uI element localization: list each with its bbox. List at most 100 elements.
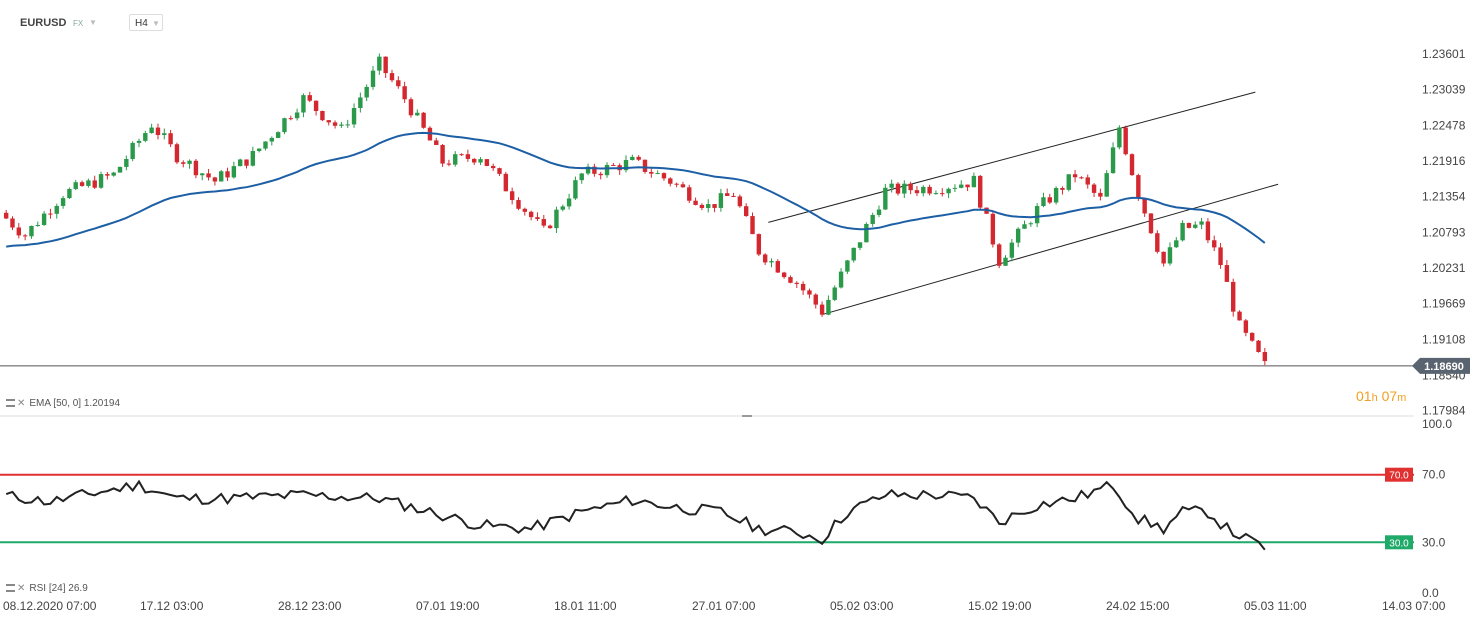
- candle: [1003, 255, 1008, 266]
- time-tick-label: 08.12.2020 07:00: [3, 599, 97, 613]
- price-tick-label: 1.19108: [1422, 332, 1466, 346]
- candle: [908, 181, 913, 195]
- candle: [952, 184, 958, 193]
- candle: [1249, 332, 1255, 342]
- candle: [1186, 222, 1192, 229]
- candle: [921, 185, 926, 197]
- candle: [73, 179, 78, 191]
- candle: [326, 120, 331, 126]
- candle: [857, 242, 863, 251]
- candle: [1205, 218, 1211, 244]
- candle: [168, 129, 173, 148]
- candle: [396, 76, 401, 89]
- candle: [453, 151, 458, 167]
- candle: [256, 148, 262, 153]
- candle: [813, 293, 818, 309]
- timeframe-value: H4: [135, 18, 148, 29]
- settings-icon[interactable]: [6, 584, 15, 593]
- candle: [1262, 347, 1268, 366]
- candle: [225, 167, 230, 181]
- candle: [1047, 193, 1052, 205]
- candle: [130, 141, 135, 162]
- time-tick-label: 14.03 07:00: [1382, 599, 1446, 613]
- candle: [320, 110, 325, 122]
- rsi-indicator-label[interactable]: ✕ RSI [24] 26.9: [6, 583, 88, 594]
- candle: [35, 221, 40, 227]
- candle: [1066, 174, 1071, 192]
- candle: [516, 197, 521, 211]
- candle: [244, 159, 249, 169]
- candle: [1161, 251, 1166, 267]
- candle: [592, 163, 597, 177]
- candle: [737, 194, 743, 208]
- candle: [781, 271, 787, 279]
- candle: [313, 100, 319, 116]
- close-icon[interactable]: ✕: [17, 398, 26, 409]
- candle: [60, 195, 66, 209]
- chevron-down-icon[interactable]: ▼: [152, 19, 160, 28]
- candle: [819, 301, 825, 317]
- candle: [440, 144, 445, 167]
- candle: [674, 182, 679, 188]
- trend-channel[interactable]: [768, 91, 1279, 315]
- candle: [219, 169, 224, 182]
- candle: [459, 153, 464, 156]
- candle: [649, 166, 654, 178]
- candle: [1136, 173, 1141, 201]
- candle: [1034, 203, 1040, 228]
- candle: [1237, 310, 1242, 321]
- ema-indicator-label[interactable]: ✕ EMA [50, 0] 1.20194: [6, 398, 120, 409]
- candle: [22, 233, 28, 241]
- candle: [1174, 237, 1179, 248]
- candle: [503, 171, 509, 192]
- time-tick-label: 15.02 19:00: [968, 599, 1032, 613]
- candle: [1009, 239, 1015, 262]
- candle: [1028, 221, 1034, 227]
- candle: [1224, 260, 1230, 282]
- candle: [1079, 176, 1084, 180]
- candle: [554, 206, 559, 234]
- symbol-name[interactable]: EURUSD: [20, 17, 67, 29]
- candle: [1072, 170, 1078, 183]
- rsi-axis: 100.0 70.0 30.0 0.0: [1422, 417, 1452, 600]
- candle: [149, 123, 154, 134]
- candle: [1085, 174, 1090, 189]
- candle: [996, 243, 1002, 269]
- candle: [288, 115, 293, 121]
- candle: [124, 155, 129, 171]
- candle: [611, 162, 616, 166]
- candle: [769, 258, 774, 268]
- candle: [693, 197, 698, 206]
- candle: [940, 188, 945, 197]
- settings-icon[interactable]: [6, 399, 15, 408]
- candle: [478, 157, 483, 166]
- candle: [864, 222, 869, 243]
- close-icon[interactable]: ✕: [17, 583, 26, 594]
- candle: [434, 137, 439, 146]
- channel-line[interactable]: [768, 91, 1256, 223]
- candle: [181, 160, 186, 168]
- channel-line[interactable]: [822, 183, 1279, 315]
- candle: [699, 203, 705, 211]
- candle: [16, 223, 22, 239]
- timeframe-select[interactable]: H4 ▼: [129, 14, 163, 31]
- time-axis: 08.12.2020 07:00 17.12 03:00 28.12 23:00 07…: [3, 599, 1446, 613]
- candle: [725, 188, 730, 197]
- candle: [680, 181, 686, 188]
- candle: [535, 212, 540, 221]
- candle: [1041, 192, 1046, 208]
- candle: [10, 216, 15, 231]
- candle: [623, 155, 629, 173]
- candle: [965, 184, 970, 192]
- candle: [377, 53, 382, 75]
- candle: [345, 119, 350, 128]
- candle: [250, 146, 256, 167]
- candle: [598, 171, 603, 180]
- rsi-tick-label: 70.0: [1422, 468, 1446, 482]
- chevron-down-icon[interactable]: ▼: [89, 18, 97, 27]
- candle: [1022, 220, 1027, 229]
- candle: [155, 123, 161, 140]
- current-price-tag: 1.18690: [1412, 357, 1470, 374]
- candle: [332, 120, 338, 129]
